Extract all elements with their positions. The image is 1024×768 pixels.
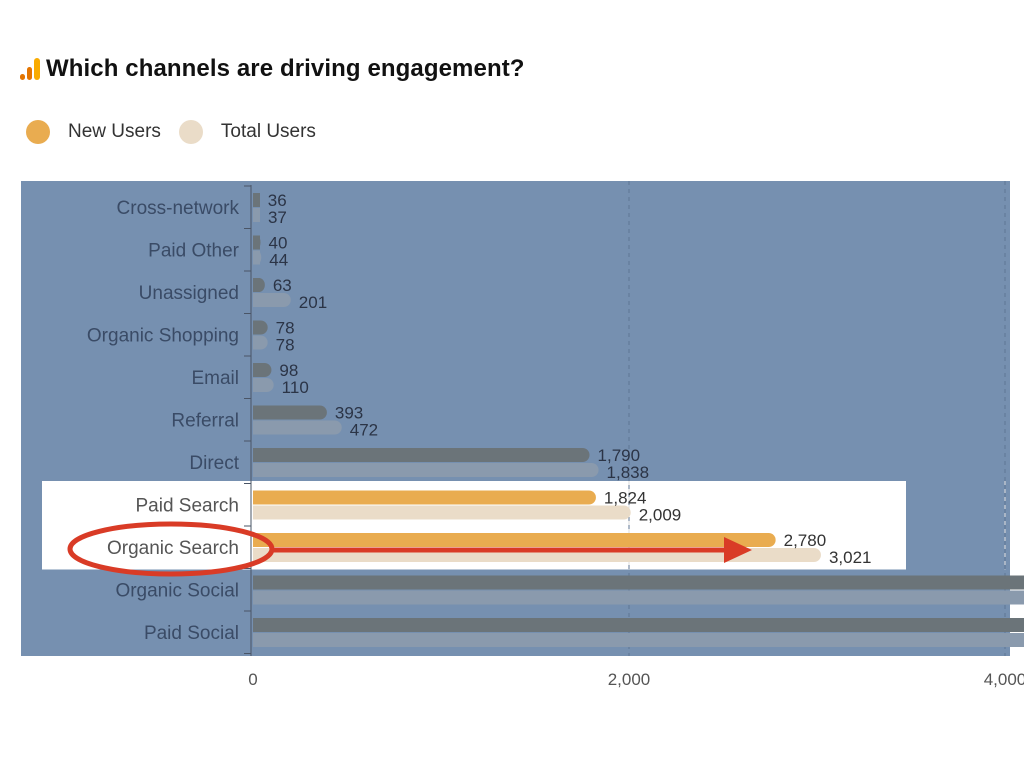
chart-title-row: Which channels are driving engagement?	[20, 55, 525, 83]
chart-title: Which channels are driving engagement?	[46, 55, 525, 82]
bar-new-users-base	[253, 490, 260, 505]
bar-total-users-base	[253, 633, 260, 647]
bar-new-users-paid-social	[253, 618, 1024, 632]
legend-swatch-total-users	[178, 120, 203, 144]
category-label-unassigned: Unassigned	[139, 283, 239, 304]
bar-total-users-paid-social	[253, 633, 1024, 647]
value-label-total-users-referral: 472	[350, 421, 378, 440]
bar-total-users-base	[253, 420, 260, 435]
bar-total-users-base	[253, 463, 260, 477]
legend-swatch-new-users	[26, 120, 50, 144]
bar-total-users-referral	[253, 420, 342, 435]
value-label-total-users-paid-search: 2,009	[639, 506, 682, 525]
bar-total-users-base	[253, 505, 260, 520]
value-label-total-users-email: 110	[282, 378, 309, 397]
bar-total-users-direct	[253, 463, 599, 477]
category-label-organic-social: Organic Social	[115, 581, 239, 602]
bar-total-users-base	[253, 250, 260, 265]
bar-new-users-base	[253, 533, 260, 547]
x-tick-label-0: 0	[248, 670, 257, 689]
category-label-organic-shopping: Organic Shopping	[87, 326, 239, 347]
category-label-email: Email	[191, 368, 239, 389]
bar-new-users-direct	[253, 448, 590, 462]
legend-item-total-users[interactable]: Total Users	[178, 120, 316, 144]
category-label-paid-social: Paid Social	[144, 623, 239, 644]
legend-label-total-users: Total Users	[220, 121, 316, 142]
value-label-total-users-direct: 1,838	[607, 463, 650, 482]
category-label-cross-network: Cross-network	[117, 198, 240, 219]
bar-new-users-organic-social	[253, 575, 1024, 590]
value-label-total-users-organic-search: 3,021	[829, 548, 872, 567]
legend-label-new-users: New Users	[68, 121, 161, 142]
bar-new-users-paid-search	[253, 490, 596, 505]
bar-total-users-base	[253, 293, 260, 307]
value-label-total-users-paid-other: 44	[269, 251, 288, 270]
category-label-referral: Referral	[171, 411, 239, 432]
value-label-total-users-cross-network: 37	[268, 208, 287, 227]
bar-total-users-base	[253, 378, 260, 392]
bar-total-users-base	[253, 208, 260, 222]
bar-total-users-unassigned	[253, 293, 291, 307]
bar-total-users-base	[253, 335, 260, 350]
bar-new-users-base	[253, 278, 260, 292]
x-tick-label-2000: 2,000	[608, 670, 651, 689]
value-label-new-users-organic-search: 2,780	[784, 531, 827, 550]
analytics-bars-icon	[20, 58, 40, 80]
value-label-total-users-unassigned: 201	[299, 293, 327, 312]
x-tick-label-4000: 4,000	[984, 670, 1024, 689]
legend-item-new-users[interactable]: New Users	[26, 120, 161, 144]
bar-new-users-base	[253, 363, 260, 377]
value-label-new-users-organic-shopping: 78	[276, 319, 295, 338]
bar-new-users-base	[253, 618, 260, 632]
bar-new-users-base	[253, 193, 260, 207]
value-label-new-users-cross-network: 36	[268, 191, 287, 210]
bar-new-users-base	[253, 320, 260, 335]
value-label-new-users-unassigned: 63	[273, 276, 292, 295]
value-label-new-users-direct: 1,790	[598, 446, 641, 465]
value-label-total-users-organic-shopping: 78	[276, 336, 295, 355]
category-label-paid-search: Paid Search	[135, 496, 239, 517]
bar-total-users-organic-social	[253, 590, 1024, 605]
bar-total-users-base	[253, 548, 260, 562]
bar-new-users-organic-search	[253, 533, 776, 547]
bar-new-users-base	[253, 235, 260, 250]
bar-new-users-base	[253, 405, 260, 420]
value-label-new-users-referral: 393	[335, 404, 363, 423]
bar-total-users-paid-search	[253, 505, 631, 520]
value-label-new-users-paid-search: 1,824	[604, 489, 647, 508]
category-label-direct: Direct	[189, 453, 239, 474]
chart-legend: New Users Total Users	[26, 120, 334, 144]
annotation-arrow-head	[724, 537, 752, 563]
bar-new-users-base	[253, 448, 260, 462]
bar-new-users-base	[253, 575, 260, 590]
bar-total-users-base	[253, 590, 260, 605]
category-label-paid-other: Paid Other	[148, 241, 239, 262]
value-label-new-users-email: 98	[279, 361, 298, 380]
category-label-organic-search: Organic Search	[107, 538, 239, 559]
value-label-new-users-paid-other: 40	[269, 234, 288, 253]
bar-new-users-referral	[253, 405, 327, 420]
